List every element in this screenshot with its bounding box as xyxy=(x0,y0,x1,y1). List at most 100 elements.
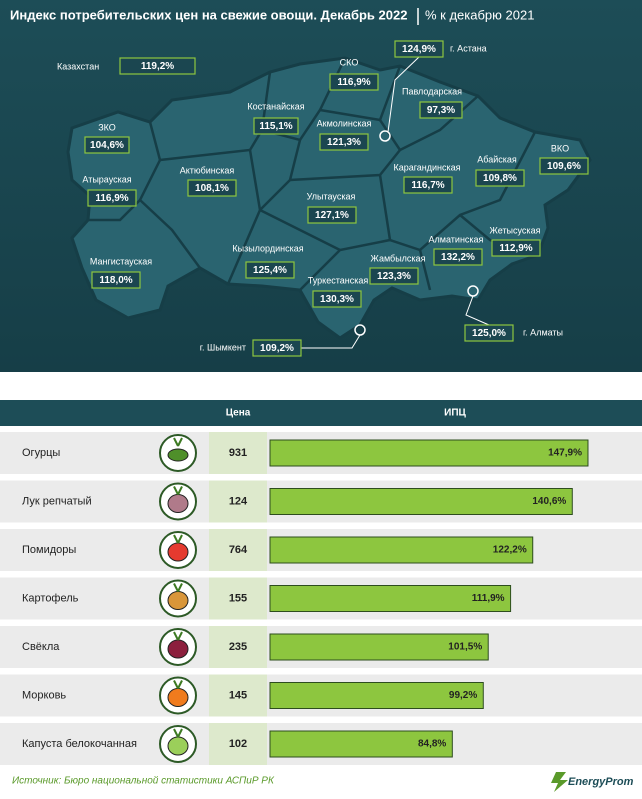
region-value: 123,3% xyxy=(377,271,411,282)
region-box xyxy=(307,206,357,224)
icon-leaf xyxy=(173,631,183,641)
title: Индекс потребительских цен на свежие ово… xyxy=(10,7,407,22)
region-value: 124,9% xyxy=(402,44,436,55)
row-label: Картофель xyxy=(22,592,79,604)
bar xyxy=(269,439,589,467)
row-label: Огурцы xyxy=(22,447,60,459)
row-label: Помидоры xyxy=(22,544,76,556)
region-value: 116,9% xyxy=(337,77,370,88)
region-name: Туркестанская xyxy=(308,275,369,285)
source: Источник: Бюро национальной статистики А… xyxy=(12,776,275,787)
price-cell xyxy=(209,723,267,765)
row-label: Лук репчатый xyxy=(22,495,92,507)
region-box xyxy=(394,40,444,58)
region-name: Костанайская xyxy=(247,101,304,111)
icon xyxy=(167,639,189,659)
row-label: Свёкла xyxy=(22,641,60,653)
logo: EnergyProm xyxy=(568,776,634,788)
region-name: Актюбинская xyxy=(180,165,235,175)
subtitle: % к декабрю 2021 xyxy=(425,7,534,22)
region-name: г. Астана xyxy=(450,43,487,53)
price-cell xyxy=(209,626,267,668)
region-name: г. Алматы xyxy=(523,327,563,337)
price-cell xyxy=(209,480,267,523)
region-value: 125,0% xyxy=(472,328,506,339)
icon-leaf xyxy=(173,437,183,447)
bar xyxy=(269,585,512,612)
region-box xyxy=(252,339,302,357)
icon xyxy=(167,736,189,756)
bar xyxy=(269,682,484,709)
value-label: 101,5% xyxy=(448,642,482,653)
region-name: СКО xyxy=(340,57,359,67)
region-box xyxy=(403,176,453,194)
icon-leaf xyxy=(173,583,183,592)
region-value: 121,3% xyxy=(327,137,361,148)
region-name: Абайская xyxy=(477,154,517,164)
price: 764 xyxy=(229,544,248,556)
region-box xyxy=(91,271,141,289)
bar xyxy=(269,536,534,564)
region-value: 132,2% xyxy=(441,252,475,263)
region-box xyxy=(491,239,541,257)
region-name: Улытауская xyxy=(307,191,356,201)
city-dot xyxy=(354,324,366,336)
region-name: Акмолинская xyxy=(317,118,372,128)
region-name: ВКО xyxy=(551,143,569,153)
bar xyxy=(269,730,453,758)
row-label: Капуста белокочанная xyxy=(22,738,137,750)
row-label: Морковь xyxy=(22,689,66,701)
price: 124 xyxy=(229,495,248,507)
region-value: 130,3% xyxy=(320,294,354,305)
icon-leaf xyxy=(173,728,183,738)
icon-leaf xyxy=(173,534,183,544)
region-value: 115,1% xyxy=(259,121,292,132)
region-name: Карагандинская xyxy=(393,162,460,172)
region-box xyxy=(464,324,514,342)
region-value: 97,3% xyxy=(427,105,455,116)
region-box xyxy=(329,73,379,91)
region-value: 108,1% xyxy=(195,183,229,194)
region-box xyxy=(475,169,525,187)
region-value: 104,6% xyxy=(90,140,124,151)
value-label: 122,2% xyxy=(493,545,527,556)
region-box xyxy=(419,101,463,119)
table-header xyxy=(0,400,642,426)
region-box xyxy=(433,248,483,266)
price: 931 xyxy=(229,447,247,459)
value-label: 111,9% xyxy=(472,593,505,604)
price: 235 xyxy=(229,641,247,653)
leader-line xyxy=(301,334,361,349)
region-value: 109,8% xyxy=(483,173,517,184)
region-name: Казахстан xyxy=(57,61,99,71)
region-box xyxy=(369,267,419,285)
column-header: Цена xyxy=(226,408,251,419)
logo-icon xyxy=(551,772,568,792)
region-name: г. Шымкент xyxy=(200,342,246,352)
region-box xyxy=(87,189,137,207)
region-value: 112,9% xyxy=(499,243,532,254)
region-value: 116,9% xyxy=(95,193,128,204)
bar xyxy=(269,488,573,515)
region-box xyxy=(119,57,196,75)
price-cell xyxy=(209,577,267,620)
region-name: ЗКО xyxy=(98,122,116,132)
region-name: Жамбылская xyxy=(371,253,426,263)
region-name: Алматинская xyxy=(429,234,484,244)
icon xyxy=(167,688,189,707)
region-value: 119,2% xyxy=(141,61,174,72)
region-name: Атырауская xyxy=(82,174,131,184)
region-value: 125,4% xyxy=(253,265,287,276)
icon xyxy=(167,542,189,562)
region-name: Мангистауская xyxy=(90,256,152,266)
icon xyxy=(167,591,189,610)
region-box xyxy=(187,179,237,197)
region-value: 116,7% xyxy=(411,180,444,191)
region-box xyxy=(312,290,362,308)
price-cell xyxy=(209,529,267,571)
region-box xyxy=(319,133,369,151)
region-box xyxy=(253,117,299,135)
value-label: 140,6% xyxy=(532,496,566,507)
icon xyxy=(167,494,189,513)
